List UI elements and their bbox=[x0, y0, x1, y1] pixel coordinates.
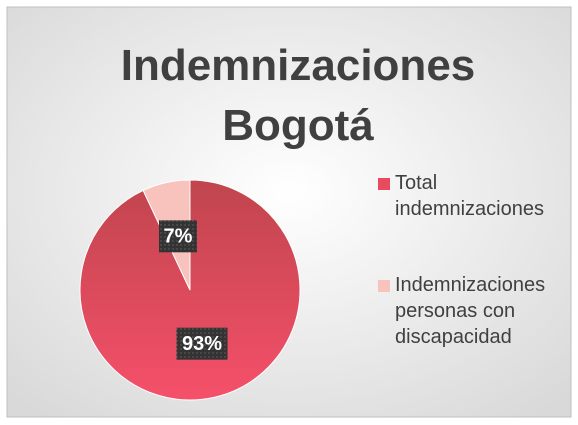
legend-swatch bbox=[378, 280, 390, 292]
legend-label: Indemnizaciones personas con discapacida… bbox=[395, 274, 546, 348]
data-label: 93% bbox=[182, 333, 222, 355]
data-label: 7% bbox=[164, 226, 193, 248]
legend-swatch bbox=[378, 178, 390, 190]
chart-title: Indemnizaciones Bogotá bbox=[120, 41, 476, 150]
data-label-box bbox=[176, 327, 228, 360]
data-label-box bbox=[159, 220, 198, 253]
legend-label: Total indemnizaciones bbox=[395, 172, 544, 220]
